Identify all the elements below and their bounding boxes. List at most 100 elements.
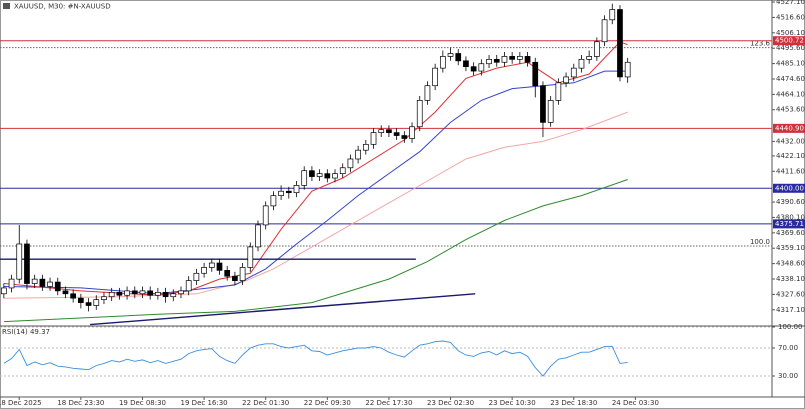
- candle-body: [609, 9, 616, 21]
- moving-average: [3, 70, 628, 295]
- rsi-title: RSI(14) 49.37: [2, 328, 50, 336]
- chart-title: XAUUSD, M30: #N-XAUUSD: [14, 3, 111, 11]
- candle-body: [555, 82, 562, 101]
- candle-body: [324, 173, 331, 179]
- y-tick-label: 4348.60: [776, 260, 805, 268]
- y-tick-label: 4527.10: [776, 0, 805, 6]
- candle-body: [393, 132, 400, 136]
- x-tick-label: 18 Dec 23:30: [57, 399, 104, 407]
- candle-body: [509, 56, 516, 60]
- candle-body: [424, 85, 431, 101]
- candle-body: [316, 173, 323, 177]
- candle-body: [478, 63, 485, 72]
- y-tick-label: 4464.10: [776, 90, 805, 98]
- rsi-tick-label: 30.00: [778, 372, 798, 380]
- candle-body: [255, 224, 261, 248]
- candle-body: [16, 243, 23, 280]
- candle-body: [131, 290, 138, 295]
- rsi-tick-label: 70.00: [778, 344, 798, 352]
- candle-body: [108, 291, 115, 298]
- level-label: 4440.90: [775, 124, 804, 132]
- level-label: 4375.71: [775, 220, 804, 228]
- level-box: [773, 219, 805, 229]
- candle-body: [193, 272, 200, 281]
- candle-body: [355, 149, 361, 160]
- symbol-icon: [3, 3, 10, 9]
- candle-body: [339, 167, 346, 174]
- candle-body: [31, 278, 38, 284]
- x-tick-label: 19 Dec 16:30: [181, 399, 228, 407]
- candle-body: [147, 290, 154, 296]
- candle-body: [532, 61, 539, 87]
- candle-body: [547, 100, 554, 123]
- candle-body: [232, 275, 238, 281]
- y-tick-label: 4474.60: [776, 75, 805, 83]
- y-tick-label: 4411.60: [776, 167, 805, 175]
- candle-body: [124, 290, 130, 296]
- candle-body: [432, 67, 438, 87]
- y-tick-label: 4338.10: [776, 275, 805, 283]
- rsi-line: [3, 340, 628, 377]
- candle-body: [409, 126, 415, 139]
- candle-body: [309, 170, 315, 177]
- candle-body: [524, 56, 531, 63]
- x-tick-label: 18 Dec 2025: [0, 399, 42, 407]
- candle-body: [85, 302, 92, 306]
- candle-body: [285, 190, 292, 194]
- moving-average: [3, 111, 628, 299]
- candle-body: [570, 67, 577, 78]
- rsi-tick-label: 100.00: [778, 323, 803, 331]
- candle-body: [116, 291, 123, 296]
- candle-body: [216, 262, 223, 271]
- candle-body: [170, 293, 177, 298]
- candle-body: [1, 287, 7, 295]
- level-label: 4500.72: [775, 37, 804, 45]
- candle-body: [401, 135, 408, 139]
- candle-body: [139, 290, 146, 295]
- x-tick-label: 23 Dec 02:30: [427, 399, 474, 407]
- candle-body: [455, 53, 462, 62]
- y-tick-label: 4422.10: [776, 152, 805, 160]
- candle-body: [78, 297, 84, 303]
- candle-body: [201, 267, 207, 274]
- x-tick-label: 22 Dec 09:30: [304, 399, 351, 407]
- candle-body: [224, 269, 231, 277]
- x-tick-label: 22 Dec 01:30: [242, 399, 289, 407]
- candle-body: [270, 195, 277, 207]
- candle-body: [540, 85, 546, 123]
- y-tick-label: 4506.10: [776, 29, 805, 37]
- level-box: [773, 36, 805, 46]
- y-tick-label: 4485.10: [776, 60, 805, 68]
- candle-body: [594, 41, 600, 57]
- x-tick-label: 23 Dec 10:30: [489, 399, 536, 407]
- moving-average: [3, 179, 628, 323]
- candle-body: [155, 291, 161, 296]
- candle-body: [470, 66, 477, 72]
- candle-body: [517, 56, 523, 60]
- y-tick-label: 4390.60: [776, 198, 805, 206]
- candle-body: [101, 296, 107, 301]
- y-tick-label: 4327.60: [776, 290, 805, 298]
- y-tick-label: 4380.10: [776, 213, 805, 221]
- candle-body: [93, 299, 100, 306]
- candle-body: [586, 56, 593, 60]
- x-tick-label: 22 Dec 17:30: [365, 399, 412, 407]
- candle-body: [601, 19, 608, 43]
- candle-body: [293, 185, 300, 194]
- candle-body: [563, 76, 569, 84]
- candle-body: [624, 61, 631, 78]
- candle-body: [370, 132, 377, 145]
- candle-body: [439, 56, 446, 69]
- candle-body: [447, 53, 454, 57]
- candle-body: [262, 205, 269, 226]
- candle-body: [62, 290, 69, 295]
- candle-body: [24, 243, 30, 284]
- candle-body: [486, 58, 492, 65]
- candle-body: [178, 290, 184, 295]
- candle-body: [54, 281, 61, 292]
- candle-body: [39, 278, 46, 287]
- candle-body: [362, 143, 369, 151]
- x-tick-label: 19 Dec 08:30: [119, 399, 166, 407]
